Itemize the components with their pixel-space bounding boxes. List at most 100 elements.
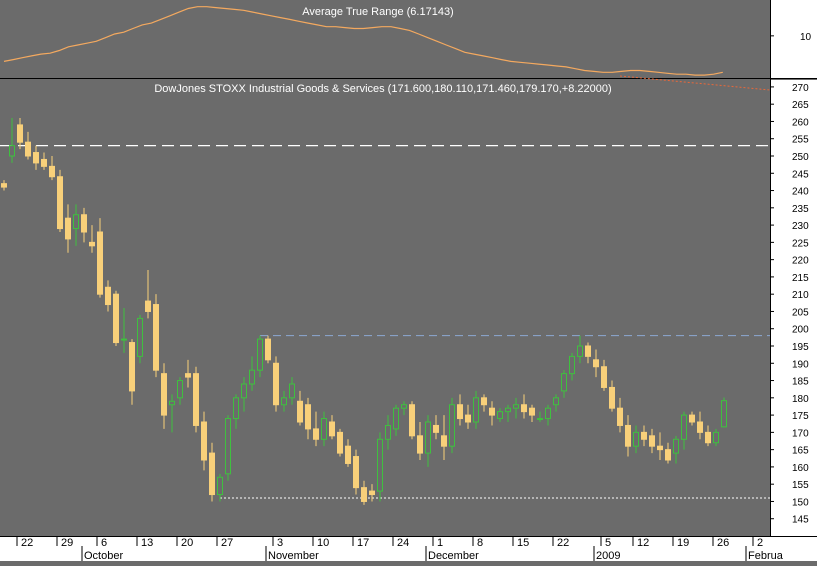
candle-body	[585, 345, 591, 357]
month-label: Februa	[748, 550, 784, 561]
candle	[145, 270, 151, 319]
candle	[97, 218, 103, 298]
candle-body	[457, 404, 463, 420]
candle-body	[681, 414, 687, 440]
candle	[601, 359, 607, 391]
candle-body	[553, 397, 559, 406]
candle	[641, 425, 647, 447]
candle-body	[473, 397, 479, 423]
candle	[361, 480, 367, 505]
atr-line	[3, 6, 723, 76]
candle-body	[673, 438, 679, 454]
candle-body	[577, 345, 583, 357]
price-tick-label: 160	[792, 463, 809, 474]
price-axis-area	[770, 80, 817, 536]
time-tick-label: 20	[181, 537, 193, 549]
candle-body	[217, 476, 223, 496]
candle	[713, 428, 719, 447]
candle	[353, 449, 359, 495]
candle-body	[281, 397, 287, 406]
candle-body	[609, 386, 615, 409]
price-tick-label: 145	[792, 515, 809, 526]
candle-body	[185, 373, 191, 378]
candle-body	[25, 141, 31, 157]
candle-body	[433, 424, 439, 433]
candle-body	[57, 176, 63, 230]
candle	[265, 335, 271, 364]
price-tick-label: 180	[792, 394, 809, 405]
time-tick-label: 24	[397, 537, 409, 549]
candle	[393, 404, 399, 436]
candle	[705, 425, 711, 447]
candle	[289, 377, 295, 405]
candle	[225, 415, 231, 481]
candle-body	[649, 435, 655, 447]
time-tick-label: 5	[605, 537, 611, 549]
candle-body	[513, 404, 519, 409]
month-label: 2009	[596, 550, 620, 561]
candle	[465, 404, 471, 429]
candle-body	[641, 431, 647, 440]
price-tick-label: 230	[792, 221, 809, 232]
candle-body	[425, 421, 431, 454]
candle	[537, 411, 543, 422]
candle-body	[505, 407, 511, 413]
time-tick-label: 22	[21, 537, 33, 549]
candle	[449, 397, 455, 454]
candle-body	[521, 404, 527, 413]
candle	[257, 335, 263, 378]
candle	[425, 415, 431, 467]
candle-body	[633, 431, 639, 447]
candle	[297, 390, 303, 426]
candle	[337, 428, 343, 457]
candle-body	[305, 404, 311, 430]
candle	[305, 397, 311, 440]
candle	[217, 473, 223, 502]
candle-body	[9, 145, 15, 157]
candle	[401, 401, 407, 416]
candle	[33, 145, 39, 170]
time-tick-label: 10	[317, 537, 329, 549]
price-tick-label: 205	[792, 307, 809, 318]
candle-body	[497, 411, 503, 420]
candle-body	[537, 418, 543, 421]
candle	[161, 363, 167, 429]
candle	[673, 435, 679, 464]
candle	[457, 394, 463, 426]
candle-body	[353, 456, 359, 489]
time-tick-label: 3	[277, 537, 283, 549]
candle	[65, 204, 71, 253]
price-tick-label: 165	[792, 446, 809, 457]
candle	[121, 308, 127, 353]
candle-body	[665, 449, 671, 461]
candle-body	[201, 421, 207, 461]
candle-body	[361, 487, 367, 502]
price-tick-label: 265	[792, 100, 809, 111]
candle-body	[41, 158, 47, 167]
candle-body	[593, 359, 599, 368]
candle	[649, 428, 655, 454]
candle	[433, 415, 439, 440]
candle	[681, 411, 687, 450]
candle-body	[169, 400, 175, 406]
price-tick-label: 210	[792, 290, 809, 301]
price-panel: DowJones STOXX Industrial Goods & Servic…	[154, 83, 611, 95]
candle	[721, 397, 727, 428]
candle-body	[705, 431, 711, 444]
price-tick-label: 185	[792, 377, 809, 388]
candle	[321, 411, 327, 447]
candle-body	[97, 231, 103, 295]
time-tick-label: 17	[357, 537, 369, 549]
candle	[481, 394, 487, 412]
candle-body	[145, 300, 151, 312]
candle-body	[489, 407, 495, 416]
candle	[617, 397, 623, 433]
candle-body	[113, 293, 119, 344]
candle	[545, 404, 551, 426]
candle	[81, 207, 87, 243]
candle	[25, 131, 31, 160]
candle-body	[265, 338, 271, 361]
candle	[585, 342, 591, 364]
